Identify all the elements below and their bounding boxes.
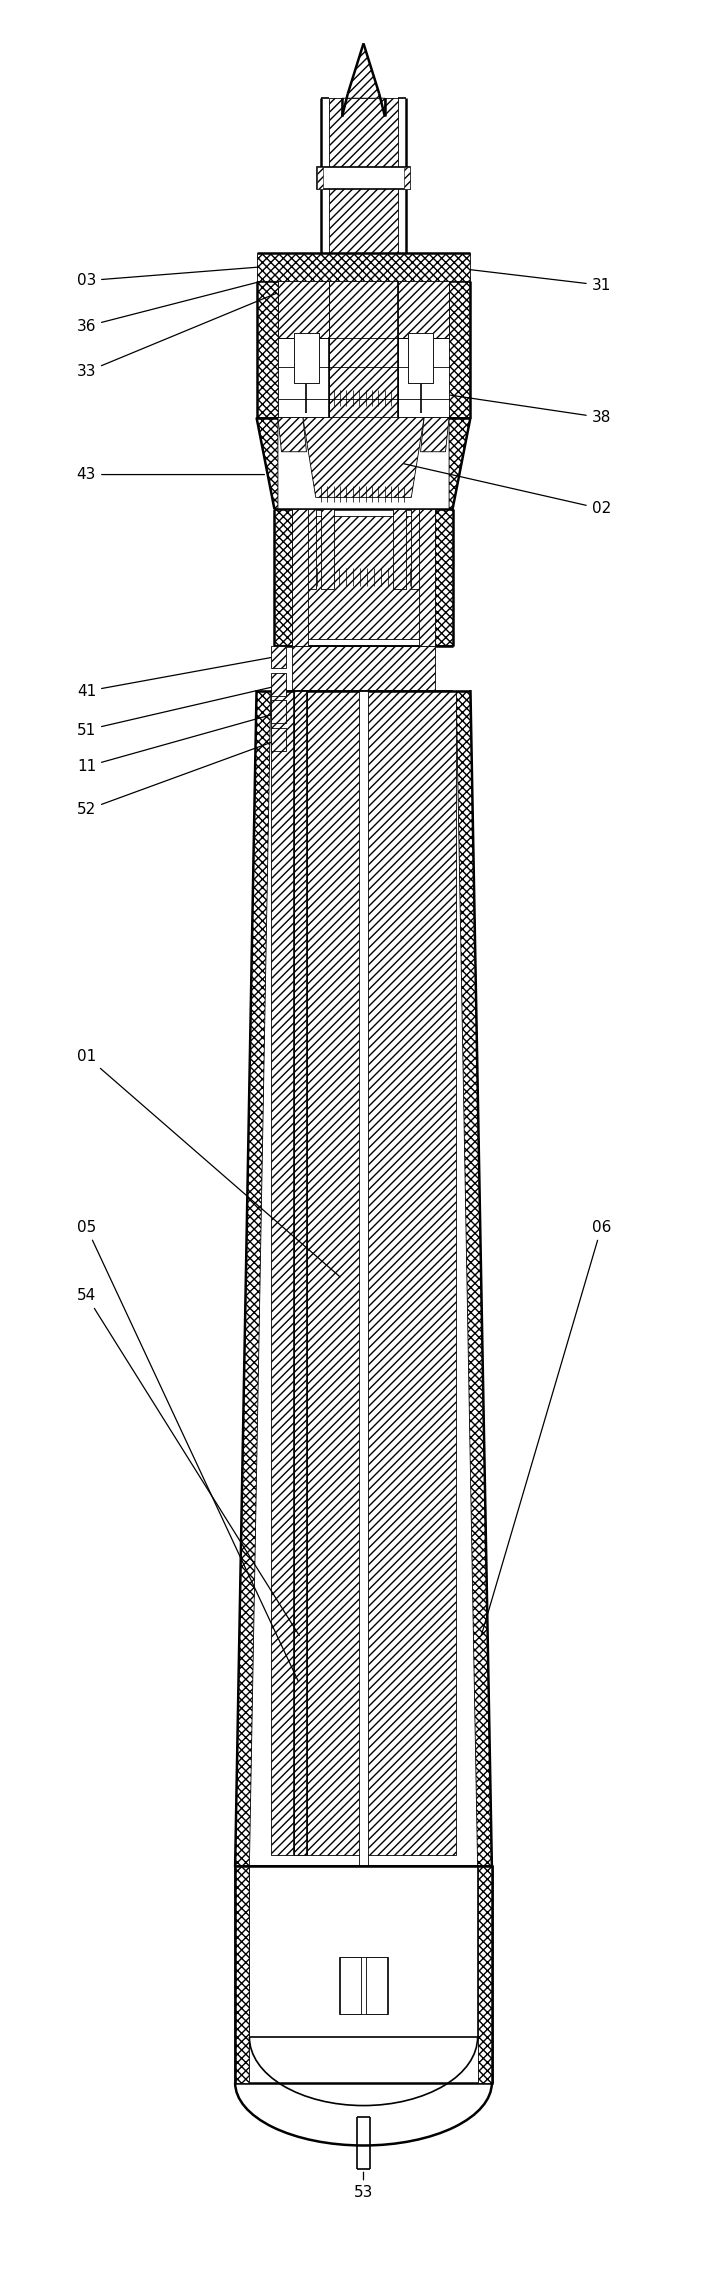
Polygon shape [342, 44, 385, 117]
Bar [366, 1958, 387, 2015]
Polygon shape [235, 691, 270, 1866]
Bar [294, 333, 319, 383]
Bar [270, 700, 286, 723]
Bar [393, 509, 406, 588]
Polygon shape [303, 418, 424, 498]
Polygon shape [449, 418, 470, 509]
Bar [270, 645, 286, 668]
Polygon shape [457, 691, 492, 1866]
Polygon shape [278, 280, 329, 337]
Bar [329, 99, 398, 289]
Bar [294, 333, 319, 383]
Bar [304, 509, 316, 588]
Bar [329, 280, 398, 418]
Bar [359, 691, 368, 1981]
Bar [419, 509, 435, 645]
Text: 41: 41 [77, 659, 271, 698]
Bar [408, 333, 433, 383]
Text: 53: 53 [354, 2171, 373, 2201]
Text: 11: 11 [77, 714, 271, 773]
Text: 33: 33 [76, 294, 277, 379]
Bar [478, 1866, 492, 2084]
Bar [435, 509, 453, 645]
Polygon shape [257, 418, 278, 509]
Bar [411, 509, 423, 588]
Bar [235, 1866, 249, 2084]
Bar [249, 1866, 478, 2038]
Polygon shape [278, 418, 307, 452]
Text: 06: 06 [481, 1221, 611, 1636]
Bar [270, 691, 457, 1854]
Text: 38: 38 [451, 395, 611, 425]
Text: 01: 01 [77, 1049, 340, 1276]
Text: 02: 02 [404, 464, 611, 516]
Polygon shape [449, 280, 470, 418]
Bar [408, 333, 433, 383]
Polygon shape [257, 280, 278, 418]
Bar [292, 516, 435, 638]
Text: 05: 05 [77, 1221, 298, 1680]
Text: 54: 54 [77, 1287, 300, 1636]
Bar [404, 168, 410, 190]
Bar [274, 509, 292, 645]
Bar [292, 645, 435, 691]
Bar [270, 672, 286, 695]
Bar [235, 1866, 492, 2084]
Bar [317, 168, 323, 190]
Bar [339, 1958, 388, 2015]
Polygon shape [420, 418, 449, 452]
Text: 52: 52 [77, 741, 271, 817]
Bar [321, 509, 334, 588]
Text: 51: 51 [77, 686, 271, 737]
Text: 03: 03 [77, 266, 257, 289]
Bar [317, 168, 410, 190]
Text: 36: 36 [76, 282, 261, 333]
Bar [292, 509, 308, 645]
Text: 43: 43 [77, 468, 265, 482]
Text: 31: 31 [470, 269, 611, 294]
Polygon shape [257, 252, 470, 280]
Bar [270, 728, 286, 750]
Polygon shape [398, 280, 449, 337]
Bar [340, 1958, 361, 2015]
Bar [294, 691, 308, 1854]
